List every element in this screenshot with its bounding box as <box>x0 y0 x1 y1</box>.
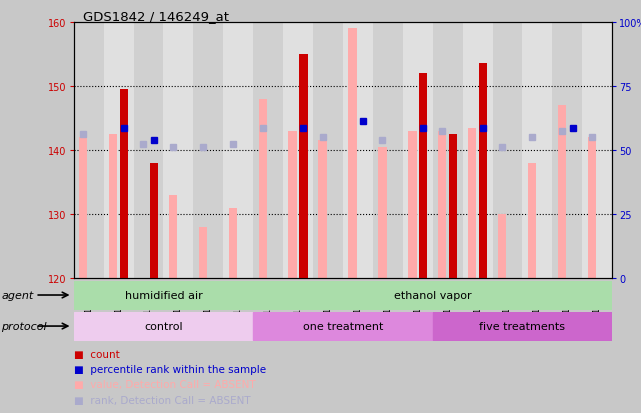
Bar <box>223 23 253 279</box>
Text: ■  percentile rank within the sample: ■ percentile rank within the sample <box>74 364 266 374</box>
Bar <box>403 23 433 279</box>
Bar <box>408 131 417 279</box>
Bar <box>229 209 237 279</box>
Bar <box>553 23 582 279</box>
Bar <box>319 141 327 279</box>
Bar <box>194 23 223 279</box>
Text: ethanol vapor: ethanol vapor <box>394 290 472 300</box>
Bar <box>169 196 177 279</box>
Text: GDS1842 / 146249_at: GDS1842 / 146249_at <box>83 10 229 23</box>
Bar <box>150 164 158 279</box>
Bar <box>253 312 433 340</box>
Bar <box>133 23 163 279</box>
Bar <box>588 138 596 279</box>
Bar <box>373 23 403 279</box>
Bar <box>120 90 128 279</box>
Bar <box>498 215 506 279</box>
Bar <box>109 135 117 279</box>
Bar <box>288 131 297 279</box>
Bar <box>313 23 343 279</box>
Bar <box>104 23 133 279</box>
Bar <box>582 23 612 279</box>
Bar <box>419 74 428 279</box>
Text: ■  rank, Detection Call = ABSENT: ■ rank, Detection Call = ABSENT <box>74 395 251 405</box>
Text: protocol: protocol <box>1 321 47 331</box>
Bar <box>74 23 104 279</box>
Bar <box>74 281 253 309</box>
Bar <box>79 138 87 279</box>
Text: agent: agent <box>1 290 33 300</box>
Bar <box>163 23 194 279</box>
Bar <box>253 23 283 279</box>
Bar <box>348 29 356 279</box>
Bar <box>199 228 207 279</box>
Text: control: control <box>144 321 183 331</box>
Bar <box>283 23 313 279</box>
Bar <box>468 128 476 279</box>
Bar <box>522 23 553 279</box>
Bar <box>433 23 463 279</box>
Bar <box>299 55 308 279</box>
Text: humidified air: humidified air <box>124 290 203 300</box>
Bar <box>258 100 267 279</box>
Bar <box>74 312 253 340</box>
Bar <box>449 135 457 279</box>
Bar <box>528 164 536 279</box>
Bar <box>343 23 373 279</box>
Bar <box>479 64 487 279</box>
Text: one treatment: one treatment <box>303 321 383 331</box>
Bar <box>558 106 566 279</box>
Text: ■  count: ■ count <box>74 349 119 359</box>
Bar <box>253 281 612 309</box>
Bar <box>378 147 387 279</box>
Text: ■  value, Detection Call = ABSENT: ■ value, Detection Call = ABSENT <box>74 380 255 389</box>
Bar <box>463 23 492 279</box>
Bar <box>438 131 446 279</box>
Text: five treatments: five treatments <box>479 321 565 331</box>
Bar <box>492 23 522 279</box>
Bar <box>433 312 612 340</box>
